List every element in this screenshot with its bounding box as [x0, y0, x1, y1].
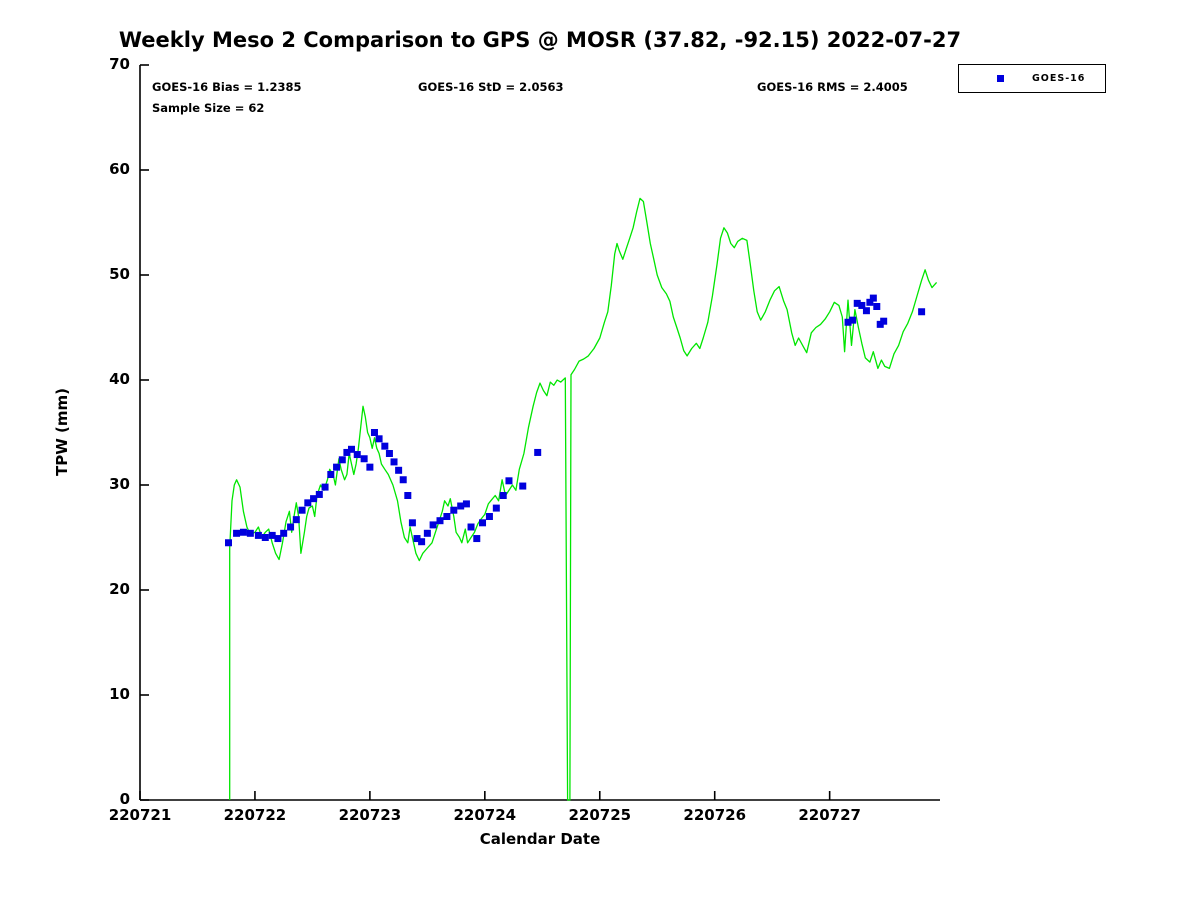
x-tick-label: 220727	[798, 806, 861, 824]
goes16-marker	[333, 463, 341, 471]
goes16-marker	[343, 448, 351, 456]
goes16-marker	[457, 502, 465, 510]
goes16-marker	[360, 455, 368, 463]
goes16-marker	[443, 513, 451, 520]
y-axis-label: TPW (mm)	[53, 388, 71, 476]
goes16-marker	[274, 535, 282, 543]
goes16-marker	[280, 529, 288, 537]
goes16-marker	[429, 521, 437, 529]
goes16-marker	[338, 456, 346, 464]
x-tick-label: 220726	[683, 806, 747, 824]
goes16-marker	[844, 318, 852, 326]
goes16-marker	[315, 490, 323, 498]
y-tick-label: 50	[109, 265, 130, 283]
goes16-marker	[353, 451, 361, 459]
goes16-marker	[436, 517, 444, 525]
y-tick-label: 40	[109, 370, 130, 388]
goes16-marker	[492, 504, 500, 512]
goes16-marker	[418, 538, 426, 546]
y-tick-label: 20	[109, 580, 130, 598]
goes16-marker	[381, 442, 389, 450]
y-tick-label: 10	[109, 685, 130, 703]
goes16-marker	[505, 477, 513, 485]
goes16-marker	[479, 519, 487, 527]
goes16-marker	[246, 529, 254, 537]
goes16-marker	[390, 458, 398, 466]
goes16-marker	[423, 529, 431, 537]
goes16-marker	[347, 445, 355, 453]
stat-rms: GOES-16 RMS = 2.4005	[757, 80, 908, 94]
goes16-marker	[413, 535, 421, 543]
x-tick-label: 220722	[223, 806, 287, 824]
goes16-marker	[473, 535, 481, 543]
goes16-marker	[485, 513, 493, 520]
goes16-marker	[866, 298, 874, 306]
goes16-marker	[862, 307, 870, 315]
stat-std: GOES-16 StD = 2.0563	[418, 80, 564, 94]
x-tick-label: 220723	[338, 806, 402, 824]
goes16-legend-marker-icon	[997, 75, 1004, 82]
goes16-marker	[395, 466, 403, 474]
goes16-marker	[254, 531, 262, 539]
goes16-marker	[310, 495, 318, 503]
goes16-marker	[849, 316, 857, 324]
goes16-marker	[408, 519, 416, 527]
x-tick-label: 220724	[453, 806, 517, 824]
y-tick-label: 0	[119, 790, 130, 808]
goes16-marker	[327, 471, 335, 478]
goes16-marker	[450, 506, 458, 514]
goes16-marker	[880, 317, 888, 325]
x-tick-label: 220725	[568, 806, 632, 824]
goes16-marker	[858, 301, 866, 309]
goes16-marker	[233, 529, 241, 537]
x-tick-label: 220721	[108, 806, 172, 824]
goes16-marker	[499, 492, 507, 499]
legend-label-goes16: GOES-16	[1032, 73, 1086, 84]
goes16-marker	[304, 499, 312, 507]
goes16-marker	[375, 435, 383, 443]
goes16-marker	[869, 294, 877, 302]
goes16-marker	[519, 482, 527, 490]
goes16-marker	[298, 506, 306, 514]
page-title: Weekly Meso 2 Comparison to GPS @ MOSR (…	[118, 28, 962, 52]
goes16-marker	[385, 450, 393, 457]
goes16-marker	[404, 492, 412, 499]
legend: GOES-16	[958, 64, 1106, 93]
goes16-marker	[225, 539, 233, 547]
stat-sample-size: Sample Size = 62	[152, 101, 265, 115]
goes16-marker	[239, 528, 247, 536]
goes16-marker	[321, 483, 329, 491]
goes16-marker	[292, 516, 300, 524]
x-axis-label: Calendar Date	[479, 830, 601, 848]
goes16-marker	[918, 308, 926, 316]
y-tick-label: 70	[109, 55, 130, 73]
goes16-marker	[853, 299, 861, 307]
goes16-marker	[370, 429, 378, 436]
goes16-marker	[366, 463, 374, 471]
goes16-marker	[268, 531, 276, 539]
goes16-marker	[462, 500, 470, 508]
goes16-marker	[261, 534, 269, 541]
goes16-marker	[399, 476, 407, 484]
y-tick-label: 60	[109, 160, 130, 178]
y-tick-label: 30	[109, 475, 130, 493]
goes16-marker	[467, 523, 475, 531]
gps-line	[229, 197, 938, 801]
stat-bias: GOES-16 Bias = 1.2385	[152, 80, 302, 94]
goes16-marker	[287, 523, 295, 531]
goes16-marker	[873, 303, 881, 310]
goes16-marker	[534, 448, 542, 456]
